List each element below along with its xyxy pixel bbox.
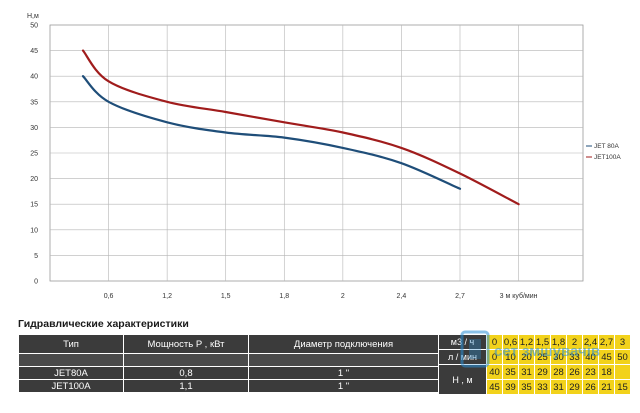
flow-lmin-cell: 25	[534, 349, 551, 365]
y-tick-label: 50	[30, 23, 38, 30]
flow-m3h-cell: 2	[566, 334, 583, 350]
x-tick-label: 0,6	[104, 293, 114, 300]
x-tick-label: 1,2	[162, 293, 172, 300]
flow-m3h-cell: 2,7	[598, 334, 615, 350]
flow-lmin-cell: 33	[566, 349, 583, 365]
head-jet80-row: Н , м 40 35 31 29 28 26 23 18	[438, 364, 631, 395]
type-cell: JET80A	[18, 366, 124, 380]
flow-m3h-label: м3 / ч	[438, 334, 487, 350]
performance-table: м3 / ч 0 0,6 1,2 1,5 1,8 2 2,4 2,7 3 л / мин 0 10…	[438, 334, 631, 395]
head-jet80-cell: 26	[566, 364, 583, 380]
flow-lmin-cell: 10	[502, 349, 519, 365]
chart-legend: JET 80A JET100A	[586, 143, 621, 161]
chart-grid	[49, 24, 584, 282]
spec-table: Тип Мощность P , кВт Диаметр подключения…	[18, 334, 439, 393]
head-jet80-cell	[614, 364, 631, 380]
spec-header-row: Тип Мощность P , кВт Диаметр подключения	[18, 334, 439, 354]
flow-lmin-label: л / мин	[438, 349, 487, 365]
hydraulic-characteristics-title: Гидравлические характеристики	[18, 318, 189, 330]
flow-m3h-cell: 1,8	[550, 334, 567, 350]
diameter-cell: 1 "	[248, 366, 439, 380]
series-line-1	[81, 49, 520, 206]
head-jet100-cell: 26	[582, 379, 599, 395]
y-tick-label: 45	[30, 48, 38, 55]
y-tick-label: 35	[30, 99, 38, 106]
flow-lmin-cell: 50	[614, 349, 631, 365]
y-tick-label: 15	[30, 202, 38, 209]
spec-spacer-row	[18, 353, 439, 367]
flow-lmin-cell: 30	[550, 349, 567, 365]
flow-m3h-cell: 1,2	[518, 334, 535, 350]
spacer-cell	[123, 353, 249, 367]
flow-m3h-cell: 0,6	[502, 334, 519, 350]
head-jet80-cell: 31	[518, 364, 535, 380]
pump-performance-chart: 0 5 10 15 20 25 30 35 40 45 50 0,6 1,2 1,5 1,8 2 2,4 2,7 3…	[27, 13, 621, 301]
chart-axes: 0 5 10 15 20 25 30 35 40 45 50 0,6 1,2 1,5 1,8 2 2,4 2,7 3…	[30, 23, 537, 301]
head-jet100-cell: 35	[518, 379, 535, 395]
head-jet100-cell: 21	[598, 379, 615, 395]
y-tick-label: 20	[30, 176, 38, 183]
col-header-type: Тип	[18, 334, 124, 354]
head-jet80-cell: 29	[534, 364, 551, 380]
y-tick-label: 0	[34, 279, 38, 286]
flow-lmin-cell: 0	[486, 349, 503, 365]
flow-lmin-cell: 20	[518, 349, 535, 365]
head-label: Н , м	[438, 364, 487, 395]
head-jet80-cell: 18	[598, 364, 615, 380]
diameter-cell: 1 "	[248, 379, 439, 393]
flow-m3h-cell: 3	[614, 334, 631, 350]
flow-m3h-cell: 1,5	[534, 334, 551, 350]
x-tick-label: 2	[341, 293, 345, 300]
legend-entry: JET100A	[594, 154, 621, 161]
x-tick-label: 3 м куб/мин	[500, 292, 538, 300]
legend-entry: JET 80A	[594, 143, 619, 150]
head-jet100-cell: 15	[614, 379, 631, 395]
y-tick-label: 30	[30, 125, 38, 132]
x-tick-label: 2,7	[455, 293, 465, 300]
y-tick-label: 5	[34, 253, 38, 260]
series-line-0	[81, 75, 462, 190]
y-axis-label: Н,м	[27, 13, 39, 20]
y-tick-label: 10	[30, 227, 38, 234]
head-jet80-cell: 28	[550, 364, 567, 380]
y-tick-label: 40	[30, 74, 38, 81]
power-cell: 1,1	[123, 379, 249, 393]
head-jet80-cell: 23	[582, 364, 599, 380]
y-tick-label: 25	[30, 151, 38, 158]
head-jet100-cell: 39	[502, 379, 519, 395]
head-jet100-cell: 33	[534, 379, 551, 395]
flow-m3h-cell: 0	[486, 334, 503, 350]
type-cell: JET100A	[18, 379, 124, 393]
x-tick-label: 1,5	[221, 293, 231, 300]
flow-lmin-cell: 45	[598, 349, 615, 365]
table-row: JET80A 0,8 1 "	[18, 366, 439, 380]
table-row: JET100A 1,1 1 "	[18, 379, 439, 393]
head-jet100-row: 45 39 35 33 31 29 26 21 15	[439, 379, 631, 395]
flow-m3h-cell: 2,4	[582, 334, 599, 350]
flow-lmin-cell: 40	[582, 349, 599, 365]
chart-series	[81, 49, 520, 206]
col-header-diameter: Диаметр подключения	[248, 334, 439, 354]
head-jet100-cell: 45	[486, 379, 503, 395]
flow-m3h-row: м3 / ч 0 0,6 1,2 1,5 1,8 2 2,4 2,7 3	[438, 334, 631, 350]
power-cell: 0,8	[123, 366, 249, 380]
x-tick-label: 2,4	[397, 293, 407, 300]
spacer-cell	[18, 353, 124, 367]
head-jet100-cell: 29	[566, 379, 583, 395]
x-tick-label: 1,8	[279, 293, 289, 300]
head-jet100-cell: 31	[550, 379, 567, 395]
head-jet80-cell: 35	[502, 364, 519, 380]
head-jet80-cell: 40	[486, 364, 503, 380]
col-header-power: Мощность P , кВт	[123, 334, 249, 354]
spacer-cell	[248, 353, 439, 367]
flow-lmin-row: л / мин 0 10 20 25 30 33 40 45 50	[438, 349, 631, 365]
